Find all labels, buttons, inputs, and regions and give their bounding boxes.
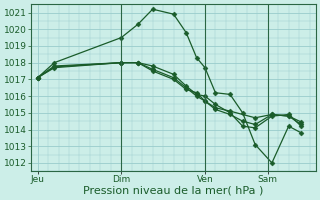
X-axis label: Pression niveau de la mer( hPa ): Pression niveau de la mer( hPa )	[84, 186, 264, 196]
